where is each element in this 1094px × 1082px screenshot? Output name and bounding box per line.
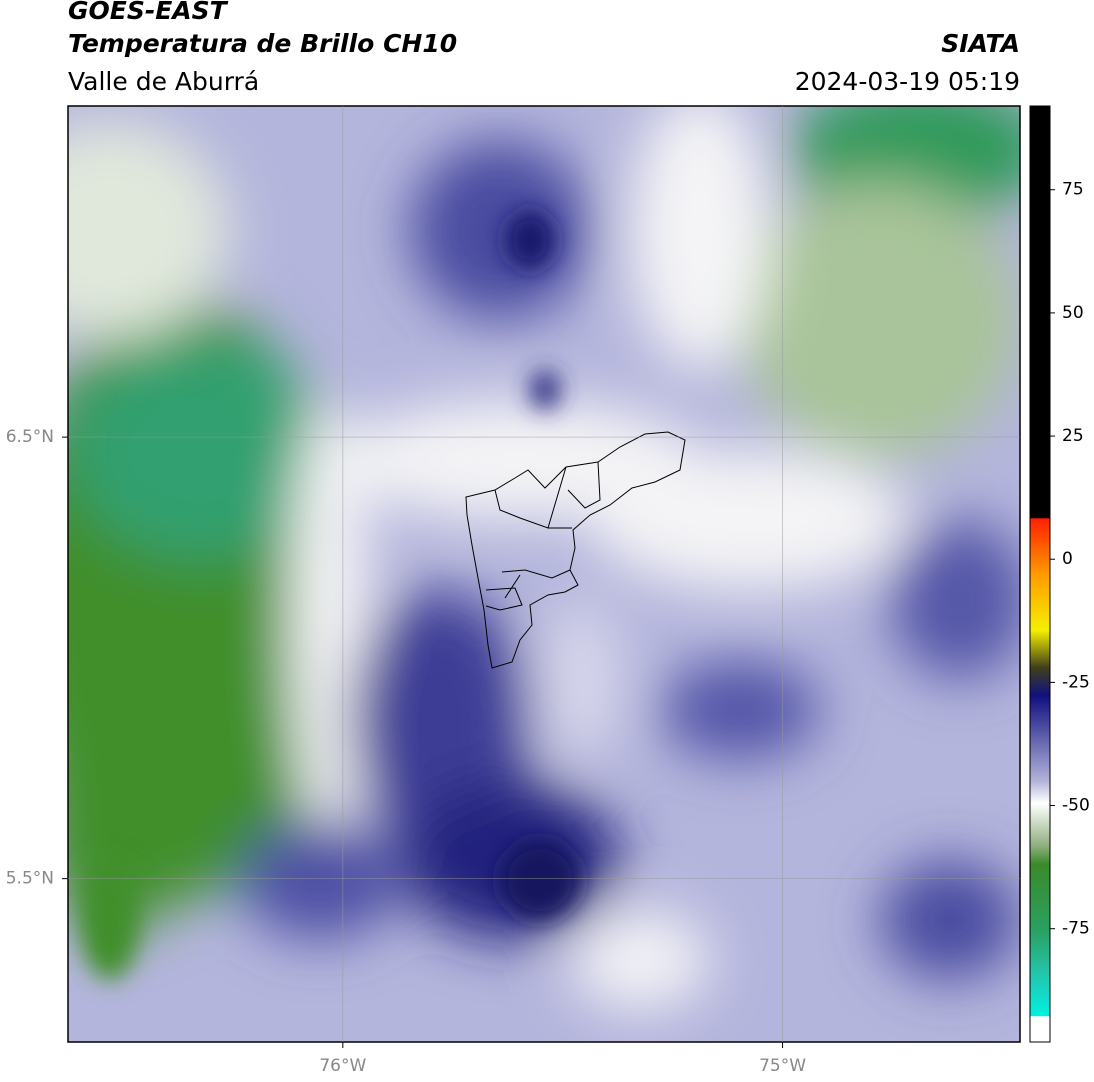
x-tick-label: 76°W — [319, 1056, 366, 1076]
satellite-field — [68, 106, 1020, 1042]
x-tick-label: 75°W — [759, 1056, 806, 1076]
y-tick-label: 5.5°N — [6, 869, 54, 889]
colorbar — [1029, 105, 1051, 1043]
basin-outline — [465, 431, 686, 669]
subtitle: Temperatura de Brillo CH10 — [68, 29, 457, 58]
y-tick-label: 6.5°N — [6, 427, 54, 447]
datetime: 2024-03-19 05:19 — [795, 67, 1020, 96]
title: GOES-EAST — [68, 0, 229, 25]
colorbar-tick-label: -50 — [1062, 796, 1090, 816]
colorbar-tick-label: 75 — [1062, 180, 1084, 200]
colorbar-tick-label: 50 — [1062, 303, 1084, 323]
colorbar-tick-label: 0 — [1062, 549, 1073, 569]
region: Valle de Aburrá — [68, 67, 259, 96]
colorbar-tick-label: -75 — [1062, 919, 1090, 939]
map-frame — [67, 105, 1021, 1043]
colorbar-tick-label: 25 — [1062, 426, 1084, 446]
source: SIATA — [941, 29, 1020, 58]
colorbar-tick-label: -25 — [1062, 672, 1090, 692]
